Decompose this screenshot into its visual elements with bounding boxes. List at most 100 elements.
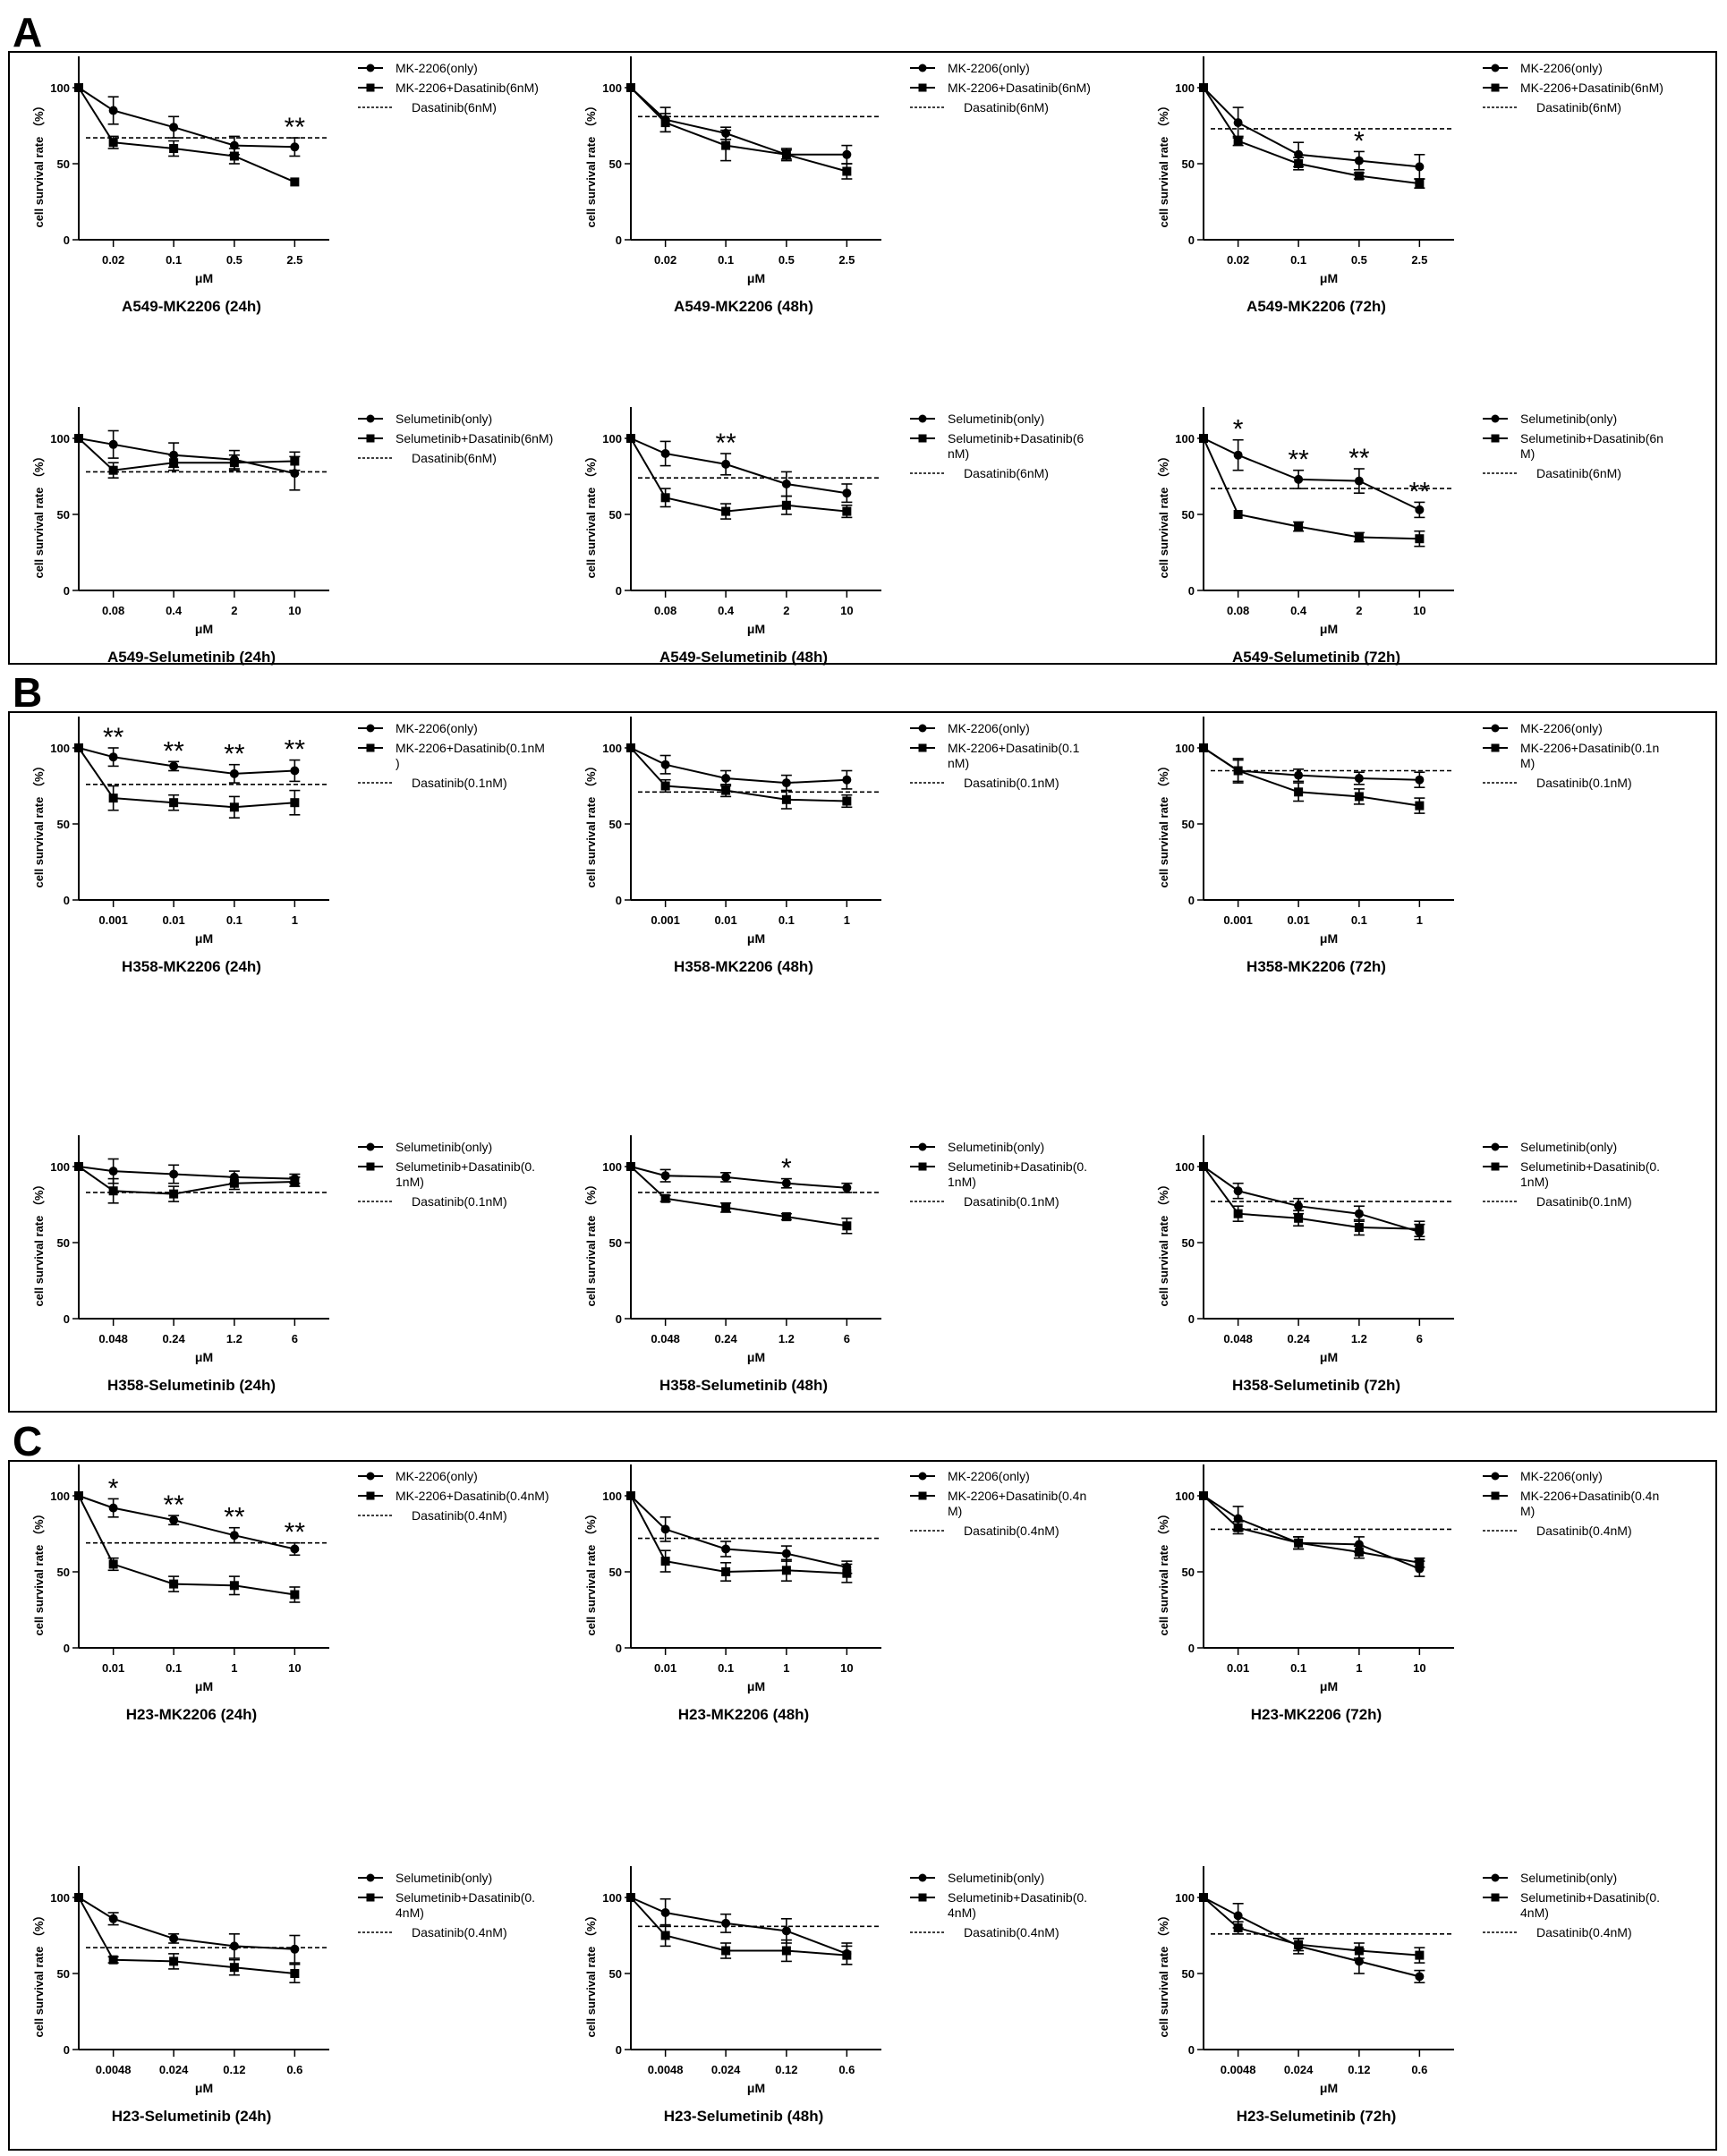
series-line (630, 87, 847, 173)
legend-label: MK-2206(only) (1520, 61, 1603, 75)
series-line (1203, 87, 1420, 185)
series-single-agent (74, 83, 301, 157)
chart-4: 0 50 100 cell survival rate （%） 0.08 0.4 2 10 μM… (584, 407, 1084, 666)
legend-label-line: MK-2206+Dasatinib(6nM) (396, 81, 539, 95)
x-axis-label: μM (1320, 1679, 1338, 1693)
data-point (1354, 774, 1364, 783)
y-tick-label: 0 (64, 584, 70, 598)
data-point (229, 768, 239, 778)
x-tick-label: 0.01 (654, 1661, 676, 1675)
x-tick-label: 0.12 (1348, 2063, 1370, 2076)
legend-label: Dasatinib(0.4nM) (412, 1508, 507, 1523)
data-point (660, 1171, 670, 1181)
significance-marker: * (1233, 415, 1244, 445)
legend-label-line: 4nM) (1520, 1906, 1549, 1920)
legend-label: Selumetinib+Dasatinib(0. 1nM) (1520, 1159, 1660, 1189)
chart-title: H23-Selumetinib (48h) (664, 2108, 824, 2125)
legend-label-line: Dasatinib(6nM) (412, 100, 497, 115)
x-tick-label: 1.2 (226, 1332, 242, 1345)
y-tick-label: 50 (1182, 1236, 1195, 1250)
legend-label: Selumetinib+Dasatinib(0. 1nM) (396, 1159, 535, 1189)
legend-label: Dasatinib(6nM) (1536, 100, 1621, 115)
legend-circle-marker (918, 1472, 927, 1481)
legend-square-marker (366, 1893, 375, 1902)
y-axis-label: cell survival rate （%） (32, 760, 46, 887)
legend-label: MK-2206+Dasatinib(6nM) (948, 81, 1091, 95)
legend-label-line: MK-2206(only) (948, 1469, 1030, 1483)
chart-6: 0 50 100 cell survival rate （%） 0.001 0.01 0.1… (32, 717, 545, 975)
chart-title: H23-MK2206 (24h) (126, 1706, 257, 1723)
data-point (1354, 1946, 1364, 1956)
legend-label-line: Dasatinib(6nM) (964, 100, 1049, 115)
legend-square-marker (918, 1893, 927, 1902)
legend-square-marker (1491, 434, 1500, 443)
data-point (721, 1946, 731, 1956)
y-tick-label: 100 (1175, 1891, 1195, 1905)
data-point (1294, 770, 1304, 780)
x-tick-label: 0.01 (102, 1661, 124, 1675)
x-tick-label: 6 (1416, 1332, 1423, 1345)
legend-label: Dasatinib(0.1nM) (1536, 1194, 1632, 1209)
data-point (842, 149, 852, 159)
legend-square-marker (1491, 1162, 1500, 1171)
data-point (1233, 1923, 1243, 1932)
chart-title: H358-MK2206 (72h) (1246, 958, 1386, 975)
x-tick-label: 0.1 (166, 253, 182, 267)
legend-label: Selumetinib+Dasatinib(0. 4nM) (948, 1890, 1087, 1920)
data-point (1199, 83, 1208, 92)
significance-marker: ** (163, 1490, 184, 1520)
legend-circle-marker (1491, 64, 1500, 72)
legend-label-line: Dasatinib(0.1nM) (412, 776, 507, 790)
legend-square-marker (1491, 743, 1500, 752)
legend-circle-marker (366, 1873, 375, 1882)
y-axis-label: cell survival rate （%） (1157, 450, 1170, 578)
x-tick-label: 0.6 (286, 2063, 302, 2076)
chart-14: 0 50 100 cell survival rate （%） 0.01 0.1 1 10 μM… (1157, 1464, 1659, 1723)
y-tick-label: 100 (1175, 432, 1195, 446)
data-point (74, 1491, 83, 1500)
legend-label: Dasatinib(0.1nM) (412, 1194, 507, 1209)
legend-label: Selumetinib(only) (948, 1871, 1044, 1885)
data-point (1294, 159, 1304, 168)
legend-label: Selumetinib(only) (396, 1140, 492, 1154)
data-point (108, 1559, 118, 1569)
data-point (74, 1893, 83, 1902)
data-point (290, 1590, 300, 1600)
data-point (660, 1908, 670, 1917)
x-tick-label: 0.001 (651, 913, 680, 927)
data-point (1354, 1223, 1364, 1232)
series-combination (626, 743, 853, 810)
y-tick-label: 0 (616, 1312, 622, 1326)
x-tick-label: 0.5 (778, 253, 795, 267)
data-point (169, 761, 179, 771)
legend-label-line: Dasatinib(0.1nM) (1536, 776, 1632, 790)
x-tick-label: 10 (840, 604, 853, 617)
data-point (1199, 1491, 1208, 1500)
legend-label-line: Dasatinib(6nM) (964, 466, 1049, 480)
legend: Selumetinib(only) Selumetinib+Dasatinib(0… (1483, 1871, 1660, 1940)
legend-label-line: Selumetinib(only) (1520, 1871, 1617, 1885)
legend-label-line: Dasatinib(0.1nM) (964, 1194, 1059, 1209)
x-tick-label: 6 (844, 1332, 850, 1345)
data-point (1294, 787, 1304, 797)
y-axis-label: cell survival rate （%） (584, 1507, 598, 1635)
x-axis-label: μM (747, 931, 765, 946)
x-tick-label: 2.5 (286, 253, 302, 267)
legend-label-line: Selumetinib+Dasatinib(0. (948, 1159, 1087, 1174)
data-point (781, 1926, 791, 1936)
data-point (721, 1202, 731, 1212)
x-axis-label: μM (1320, 1350, 1338, 1364)
data-point (108, 1167, 118, 1176)
x-tick-label: 0.08 (654, 604, 676, 617)
legend-label-line: 4nM) (396, 1906, 424, 1920)
series-line (78, 1495, 295, 1550)
data-point (229, 458, 239, 468)
data-point (1294, 1213, 1304, 1223)
legend-label-line: Selumetinib+Dasatinib(0. (396, 1890, 535, 1905)
data-point (842, 775, 852, 785)
series-line (78, 1897, 295, 1950)
x-axis-label: μM (195, 1350, 213, 1364)
series-combination (1199, 83, 1425, 189)
legend-circle-marker (366, 724, 375, 733)
